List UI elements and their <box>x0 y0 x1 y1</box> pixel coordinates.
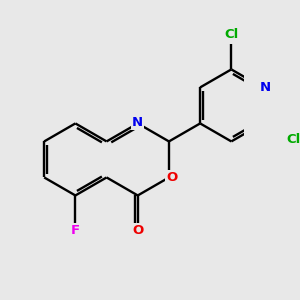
Text: Cl: Cl <box>286 133 300 146</box>
Text: N: N <box>132 116 143 129</box>
Text: O: O <box>166 171 177 184</box>
Text: N: N <box>260 81 271 94</box>
Text: O: O <box>132 224 143 237</box>
Text: F: F <box>71 224 80 237</box>
Text: Cl: Cl <box>224 28 238 41</box>
